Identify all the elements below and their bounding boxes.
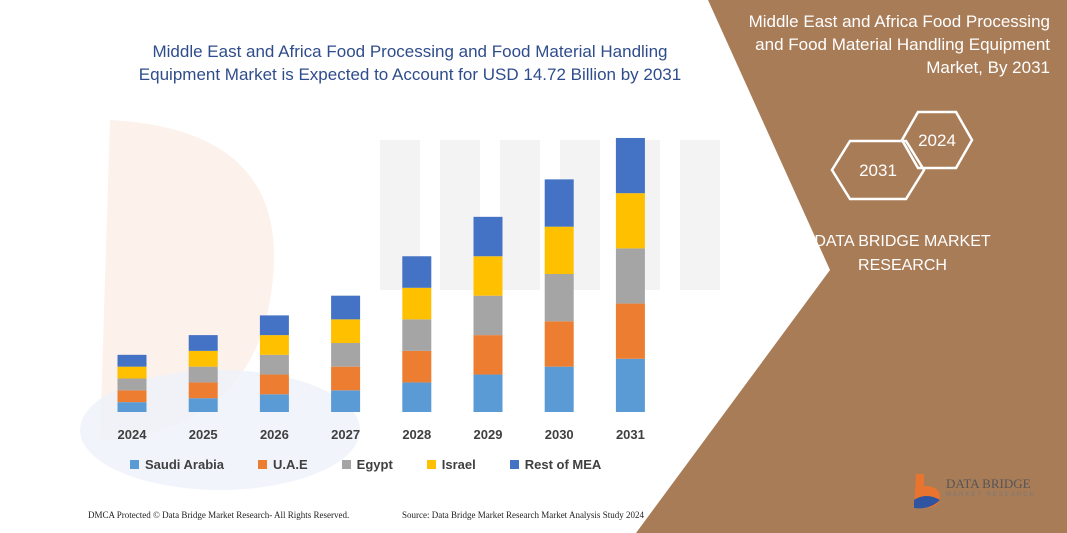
bar-segment-2028-5 bbox=[402, 256, 432, 288]
bar-segment-2030-4 bbox=[544, 226, 574, 274]
bar-segment-2029-5 bbox=[473, 216, 503, 257]
legend-swatch bbox=[341, 459, 351, 469]
chart-title: Middle East and Africa Food Processing a… bbox=[138, 42, 682, 84]
bar-segment-2026-5 bbox=[259, 315, 289, 336]
bar-segment-2025-2 bbox=[188, 382, 218, 399]
legend-item: Israel bbox=[426, 455, 476, 473]
x-tick-label: 2025 bbox=[189, 427, 218, 442]
bar-segment-2030-5 bbox=[544, 179, 574, 227]
bar-segment-2028-1 bbox=[402, 382, 432, 412]
bar-segment-2030-2 bbox=[544, 321, 574, 367]
x-tick-label: 2030 bbox=[545, 427, 574, 442]
company-logo: DATA BRIDGE MARKET RESEARCH bbox=[910, 470, 1050, 510]
logo-subtext: MARKET RESEARCH bbox=[946, 492, 1036, 498]
bar-segment-2028-3 bbox=[402, 319, 432, 351]
right-panel-shape bbox=[636, 0, 1067, 533]
logo-icon bbox=[914, 474, 940, 509]
legend-label: Israel bbox=[441, 456, 476, 472]
legend-swatch bbox=[130, 459, 139, 469]
bar-segment-2024-2 bbox=[117, 390, 147, 403]
bar-segment-2029-4 bbox=[473, 256, 503, 296]
bar-segment-2027-5 bbox=[331, 295, 361, 320]
bar-segment-2031-5 bbox=[615, 137, 645, 194]
bar-segment-2025-5 bbox=[188, 335, 218, 351]
x-tick-label: 2026 bbox=[260, 427, 289, 442]
legend-swatch bbox=[509, 459, 519, 469]
panel-brand: DATA BRIDGE MARKET RESEARCH bbox=[814, 233, 991, 274]
x-tick-label: 2024 bbox=[118, 427, 148, 442]
bar-segment-2025-4 bbox=[188, 350, 218, 367]
x-tick-label: 2027 bbox=[331, 427, 360, 442]
bar-segment-2026-3 bbox=[259, 354, 289, 375]
hexagon-2024-label: 2024 bbox=[918, 131, 956, 150]
bar-segment-2031-1 bbox=[615, 358, 645, 412]
hexagon-2031-label: 2031 bbox=[859, 161, 897, 180]
bar-segment-2026-4 bbox=[259, 335, 289, 355]
bar-segment-2027-3 bbox=[331, 343, 361, 367]
bar-segment-2027-1 bbox=[331, 390, 361, 412]
bar-segment-2024-3 bbox=[117, 378, 147, 391]
logo-text: DATA BRIDGE bbox=[946, 476, 1031, 491]
panel-title: Middle East and Africa Food Processing a… bbox=[748, 12, 1050, 77]
bar-segment-2024-5 bbox=[117, 354, 147, 367]
legend-label: Saudi Arabia bbox=[145, 456, 224, 472]
bar-segment-2030-3 bbox=[544, 274, 574, 322]
bar-segment-2027-2 bbox=[331, 366, 361, 391]
chart-legend: Saudi Arabia U.A.E Egypt Israel Rest of MEA bbox=[130, 455, 601, 473]
bar-segment-2024-1 bbox=[117, 402, 147, 412]
footer-source: Source: Data Bridge Market Research Mark… bbox=[402, 510, 644, 520]
hexagon-2031: 2031 bbox=[830, 139, 926, 201]
legend-label: U.A.E bbox=[272, 456, 308, 472]
bar-segment-2031-4 bbox=[615, 193, 645, 249]
legend-label: Rest of MEA bbox=[524, 456, 602, 472]
bar-segment-2026-1 bbox=[259, 394, 289, 412]
bar-segment-2028-2 bbox=[402, 350, 432, 383]
bar-segment-2029-2 bbox=[473, 335, 503, 375]
footer-copyright: DMCA Protected © Data Bridge Market Rese… bbox=[88, 510, 350, 520]
legend-item: U.A.E bbox=[257, 455, 308, 473]
bar-segment-2024-4 bbox=[117, 366, 147, 379]
legend-item: Rest of MEA bbox=[509, 455, 602, 473]
bar-segment-2028-4 bbox=[402, 287, 432, 320]
legend-swatch bbox=[426, 459, 436, 469]
bar-segment-2031-2 bbox=[615, 303, 645, 359]
legend-item: Saudi Arabia bbox=[130, 455, 224, 473]
bar-segment-2031-3 bbox=[615, 248, 645, 304]
bar-segment-2026-2 bbox=[259, 374, 289, 395]
bar-segment-2027-4 bbox=[331, 319, 361, 343]
x-tick-label: 2028 bbox=[402, 427, 431, 442]
legend-swatch bbox=[257, 459, 267, 469]
bar-segment-2025-1 bbox=[188, 398, 218, 412]
bar-segment-2029-1 bbox=[473, 374, 503, 412]
legend-label: Egypt bbox=[356, 456, 393, 472]
x-tick-label: 2031 bbox=[616, 427, 645, 442]
bar-segment-2025-3 bbox=[188, 366, 218, 383]
legend-item: Egypt bbox=[341, 455, 393, 473]
x-tick-label: 2029 bbox=[474, 427, 503, 442]
bar-segment-2030-1 bbox=[544, 366, 574, 412]
bar-segment-2029-3 bbox=[473, 295, 503, 336]
